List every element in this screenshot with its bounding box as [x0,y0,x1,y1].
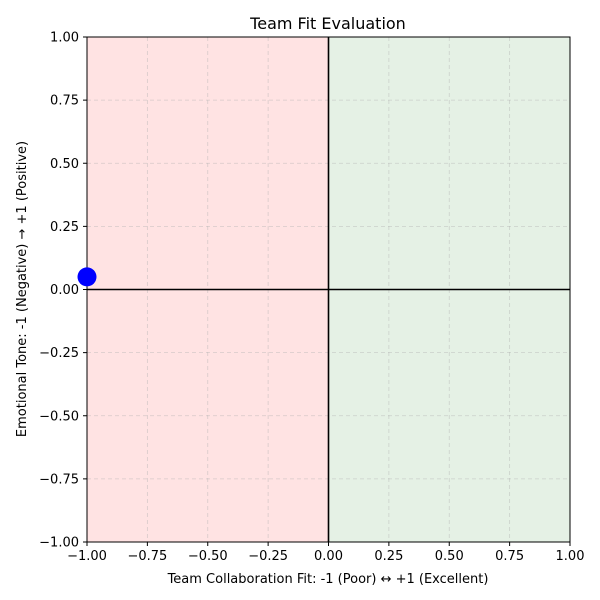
x-tick-label: 0.00 [314,549,343,564]
y-tick-label: 0.25 [50,220,79,235]
reference-lines [87,37,570,542]
y-tick-label: 0.75 [50,94,79,109]
chart-title: Team Fit Evaluation [249,14,406,33]
x-tick-label: −0.50 [188,549,228,564]
y-tick-label: −0.50 [39,409,79,424]
y-tick-label: 0.50 [50,157,79,172]
y-tick-label: 1.00 [50,31,79,46]
x-tick-label: 0.75 [495,549,524,564]
y-tick-label: −0.75 [39,472,79,487]
x-tick-label: 0.50 [435,549,464,564]
x-tick-label: 0.25 [374,549,403,564]
x-tick-label: 1.00 [556,549,585,564]
y-tick-label: −1.00 [39,536,79,551]
y-axis-title: Emotional Tone: -1 (Negative) → +1 (Posi… [15,141,30,437]
x-axis-title: Team Collaboration Fit: -1 (Poor) ↔ +1 (… [167,572,489,587]
y-tick-label: −0.25 [39,346,79,361]
data-points [77,267,97,287]
x-axis-ticks: −1.00 −0.75 −0.50 −0.25 0.00 0.25 0.50 0.75 1.00 [67,542,584,564]
y-axis-ticks: −1.00 −0.75 −0.50 −0.25 0.00 0.25 0.50 0.75 1.00 [39,31,87,551]
y-tick-label: 0.00 [50,283,79,298]
x-tick-label: −0.25 [248,549,288,564]
data-point [77,267,97,287]
x-tick-label: −1.00 [67,549,107,564]
x-tick-label: −0.75 [127,549,167,564]
